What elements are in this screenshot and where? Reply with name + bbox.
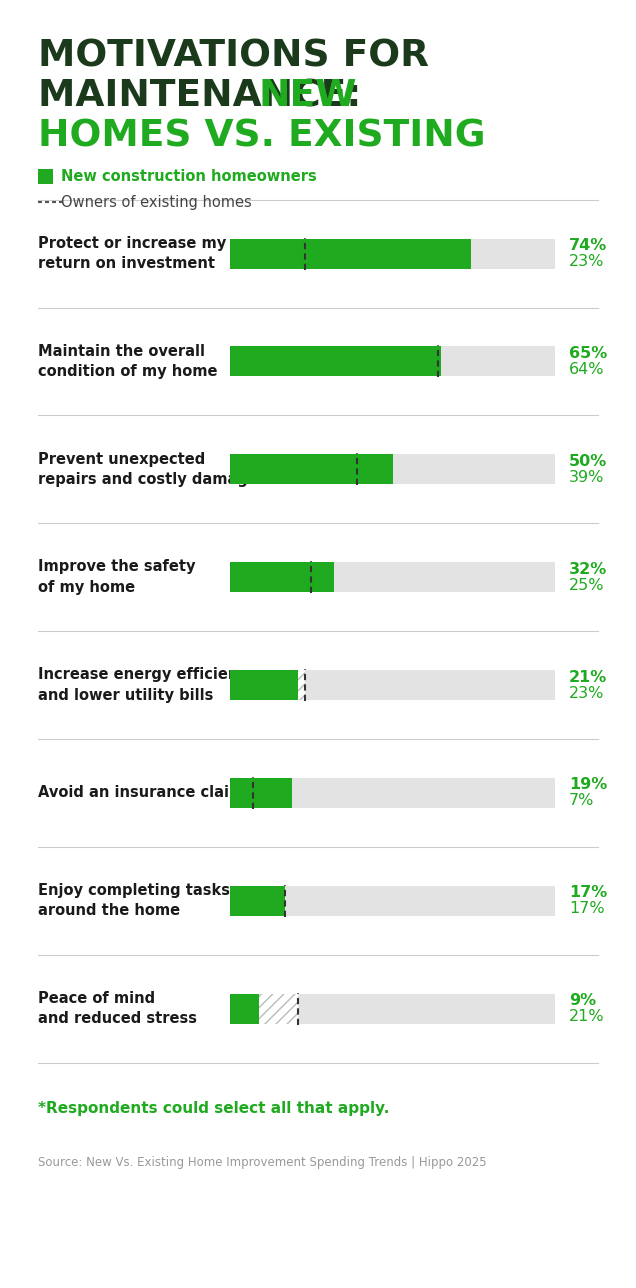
Text: 25%: 25% <box>569 578 604 592</box>
Bar <box>230 886 286 916</box>
Bar <box>298 670 305 701</box>
Bar <box>230 238 555 269</box>
Text: HOMES VS. EXISTING: HOMES VS. EXISTING <box>38 118 485 155</box>
Bar <box>230 993 555 1024</box>
Bar <box>230 670 298 701</box>
Text: 50%: 50% <box>569 453 607 469</box>
Text: 32%: 32% <box>569 562 607 577</box>
Text: MAINTENANCE:: MAINTENANCE: <box>38 79 375 115</box>
Bar <box>230 455 392 484</box>
Text: 74%: 74% <box>569 238 607 252</box>
Text: 21%: 21% <box>569 1010 605 1024</box>
Bar <box>230 455 555 484</box>
Text: Increase energy efficiency
and lower utility bills: Increase energy efficiency and lower uti… <box>38 667 256 703</box>
Text: 9%: 9% <box>569 993 596 1009</box>
Text: MOTIVATIONS FOR: MOTIVATIONS FOR <box>38 39 429 73</box>
Text: 65%: 65% <box>569 346 607 361</box>
Text: NEW: NEW <box>258 79 357 115</box>
Text: 23%: 23% <box>569 254 604 269</box>
Bar <box>230 562 555 592</box>
Bar <box>230 346 555 376</box>
Text: Prevent unexpected
repairs and costly damage: Prevent unexpected repairs and costly da… <box>38 452 258 487</box>
Text: 23%: 23% <box>569 685 604 701</box>
Bar <box>230 778 292 808</box>
Bar <box>230 778 555 808</box>
Text: Enjoy completing tasks
around the home: Enjoy completing tasks around the home <box>38 884 230 918</box>
Bar <box>230 346 441 376</box>
Text: 7%: 7% <box>569 793 595 809</box>
Text: 64%: 64% <box>569 362 604 377</box>
Text: 17%: 17% <box>569 902 605 916</box>
Text: Source: New Vs. Existing Home Improvement Spending Trends | Hippo 2025: Source: New Vs. Existing Home Improvemen… <box>38 1155 487 1168</box>
Bar <box>230 993 259 1024</box>
Text: 39%: 39% <box>569 470 604 484</box>
Bar <box>230 238 471 269</box>
Bar <box>230 886 555 916</box>
Text: Protect or increase my
return on investment: Protect or increase my return on investm… <box>38 236 226 272</box>
Text: Avoid an insurance claim: Avoid an insurance claim <box>38 786 244 800</box>
Text: Peace of mind
and reduced stress: Peace of mind and reduced stress <box>38 990 197 1027</box>
Bar <box>230 562 334 592</box>
Text: *Respondents could select all that apply.: *Respondents could select all that apply… <box>38 1101 389 1115</box>
Text: Maintain the overall
condition of my home: Maintain the overall condition of my hom… <box>38 344 218 379</box>
Text: 21%: 21% <box>569 670 607 684</box>
Text: Improve the safety
of my home: Improve the safety of my home <box>38 559 195 595</box>
Bar <box>259 993 298 1024</box>
Text: Owners of existing homes: Owners of existing homes <box>61 194 252 210</box>
Text: 19%: 19% <box>569 778 607 792</box>
Text: New construction homeowners: New construction homeowners <box>61 169 317 183</box>
Text: 17%: 17% <box>569 885 607 900</box>
Bar <box>38 169 53 183</box>
Bar <box>230 670 555 701</box>
